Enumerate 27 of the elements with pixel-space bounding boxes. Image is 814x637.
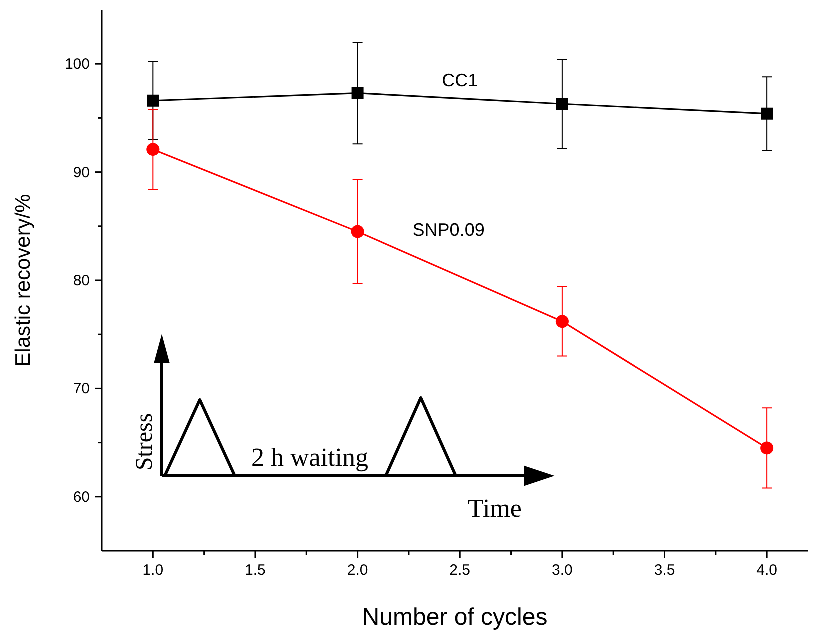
y-axis-title: Elastic recovery/%	[12, 194, 35, 367]
x-axis-title: Number of cycles	[362, 604, 548, 631]
point	[761, 108, 774, 120]
y-tick-label: 60	[73, 488, 90, 506]
y-tick-label: 100	[64, 56, 90, 74]
point	[556, 315, 569, 328]
point	[351, 225, 364, 238]
annotation: Time	[468, 494, 522, 523]
series-label: CC1	[442, 70, 478, 91]
point	[352, 87, 364, 100]
x-tick-label: 1.5	[245, 562, 266, 579]
point	[147, 94, 160, 107]
y-tick-label: 90	[73, 164, 90, 182]
x-tick-label: 3.5	[654, 562, 676, 579]
x-tick-label: 1.0	[142, 562, 164, 579]
point	[146, 143, 160, 156]
x-tick-label: 3.0	[552, 562, 573, 579]
point	[556, 98, 568, 110]
point	[760, 442, 774, 455]
series-label: SNP0.09	[412, 220, 485, 240]
annotation: Stress	[132, 413, 158, 471]
x-tick-label: 2.5	[450, 562, 471, 579]
annotation: 2 h waiting	[252, 443, 368, 472]
y-tick-label: 70	[73, 380, 90, 398]
x-tick-label: 4.0	[756, 562, 778, 579]
y-tick-label: 80	[73, 272, 90, 290]
x-tick-label: 2.0	[347, 562, 368, 579]
